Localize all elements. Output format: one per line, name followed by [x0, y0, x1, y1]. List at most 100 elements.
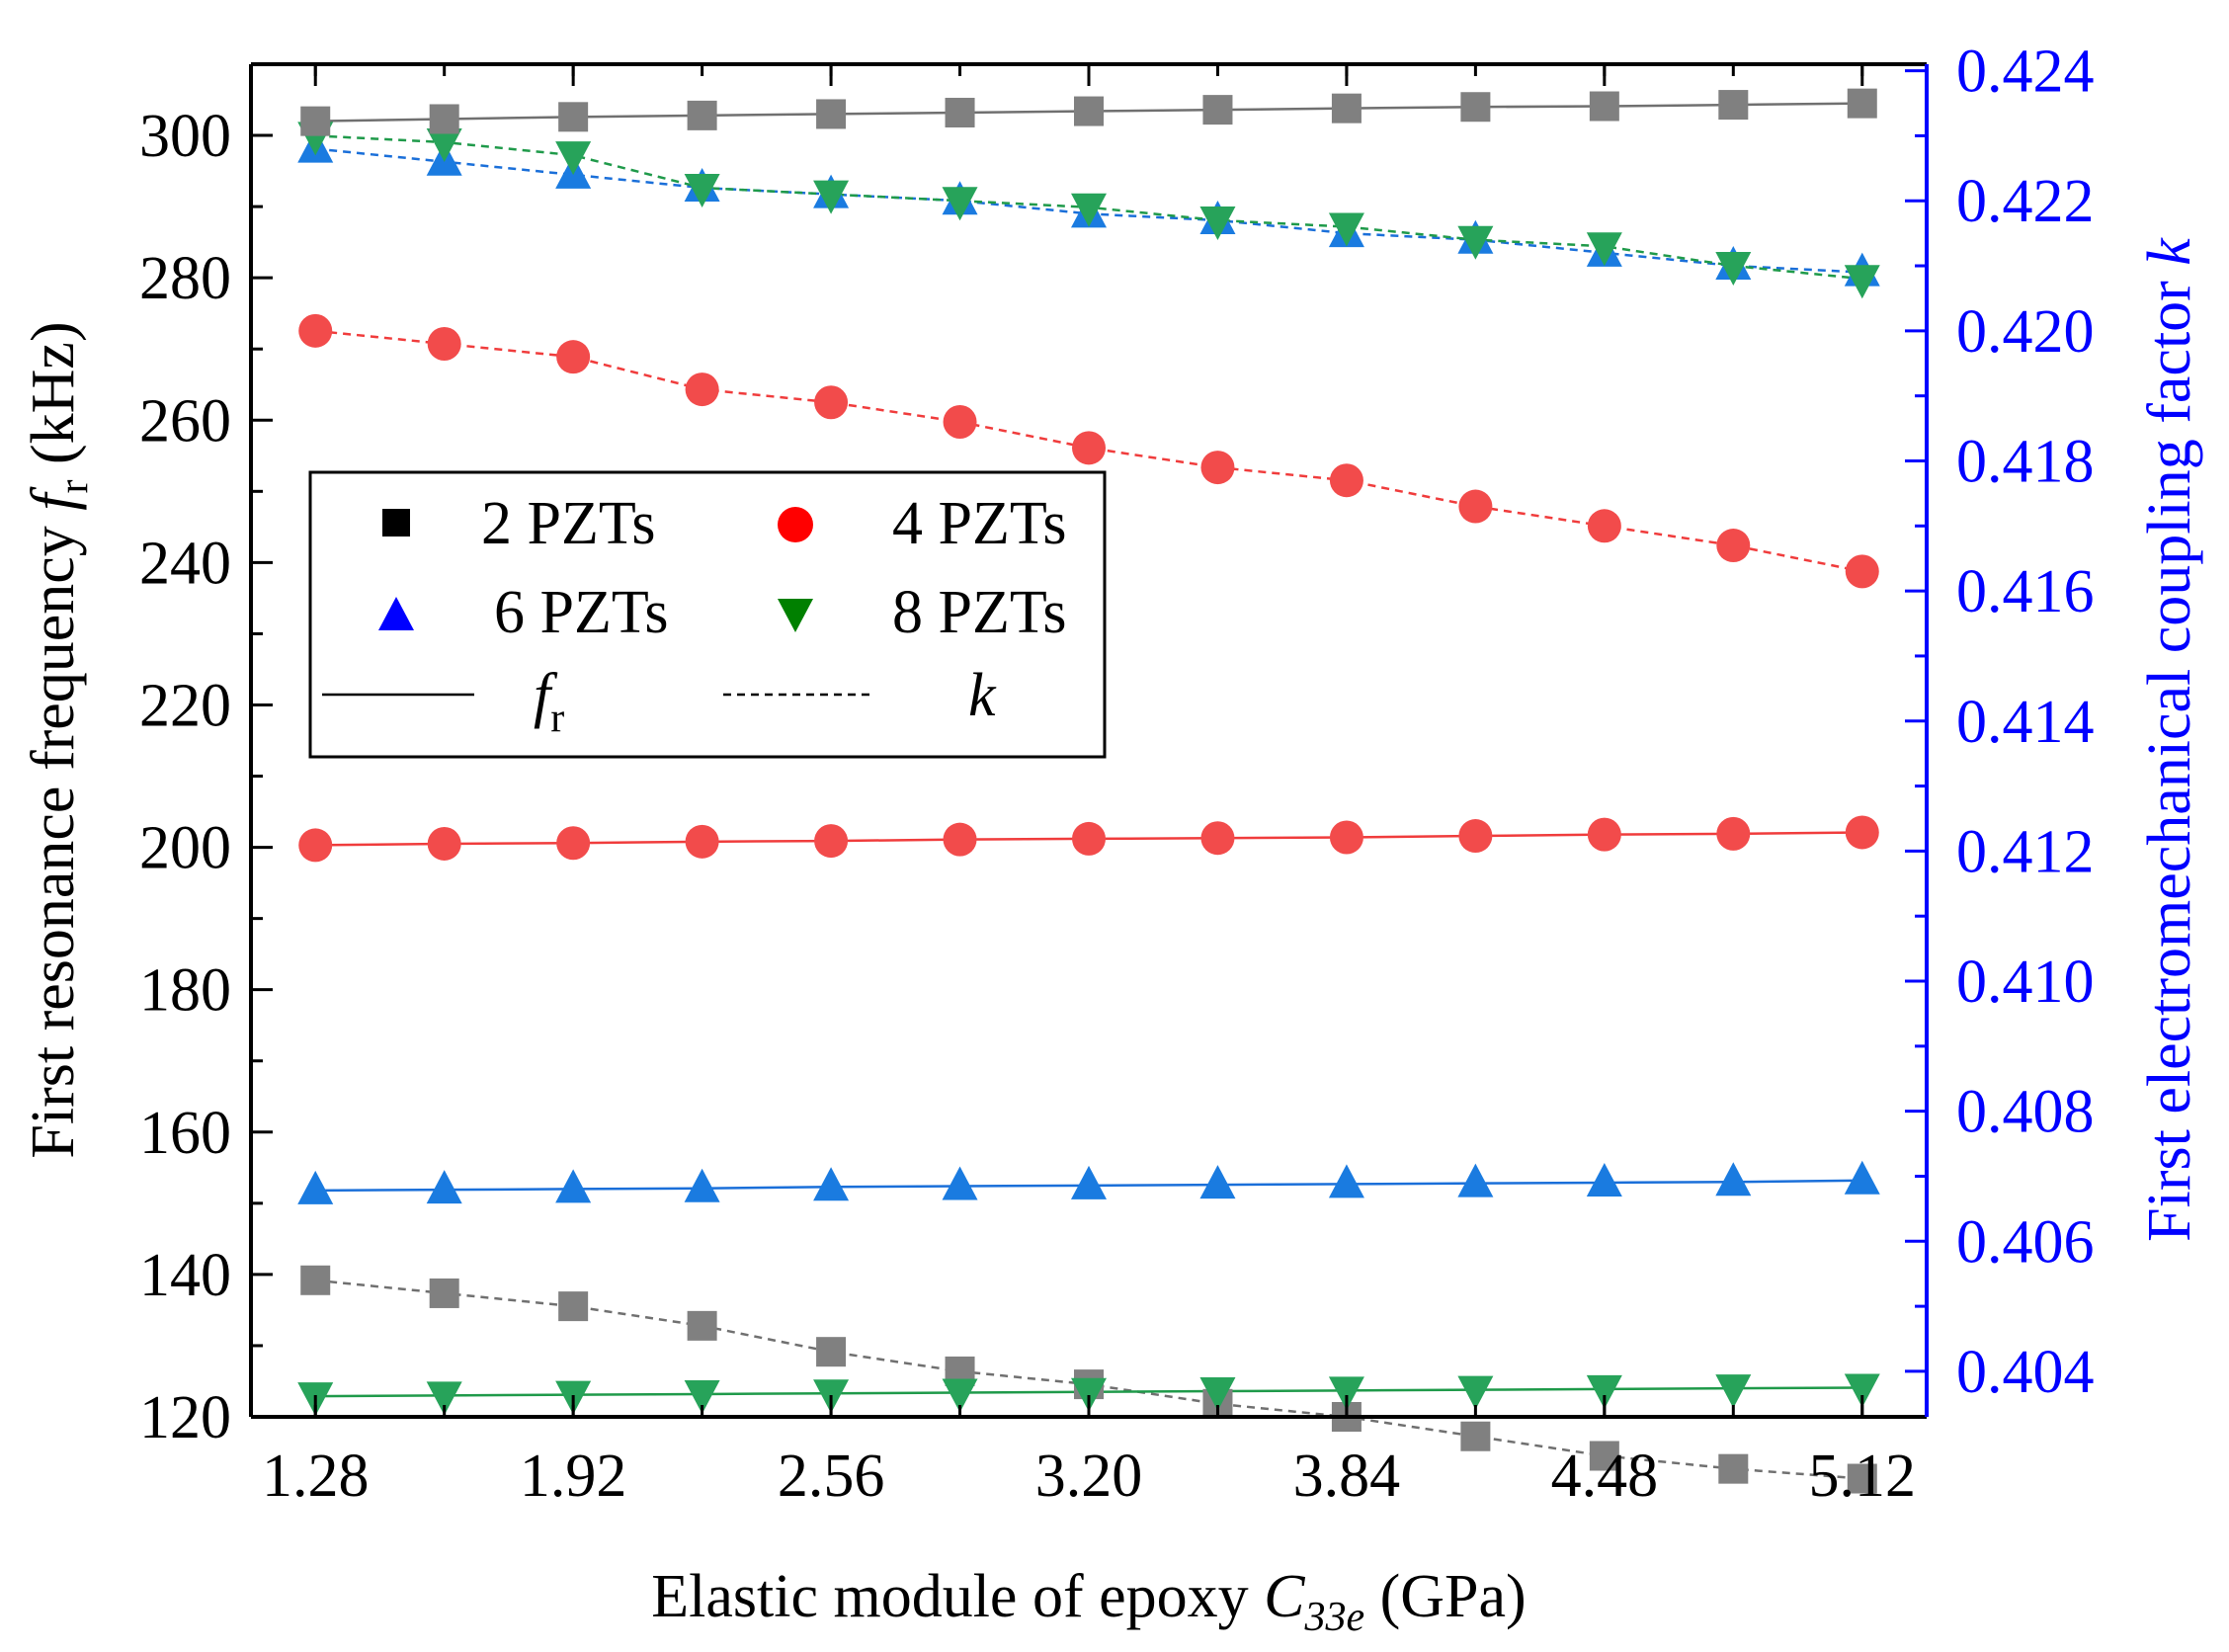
k-point-8-pzts — [684, 174, 720, 208]
k-point-4-pzts — [1200, 451, 1235, 485]
y-right-axis-title: First electromechanical coupling factor … — [2136, 237, 2203, 1242]
y-right-axis-title-main: First electromechanical coupling factor — [2136, 266, 2203, 1242]
fr-point-8-pzts — [1844, 1373, 1880, 1408]
k-point-4-pzts — [814, 385, 849, 420]
x-tick-label: 1.92 — [520, 1443, 627, 1510]
fr-point-8-pzts — [1071, 1377, 1107, 1412]
fr-point-8-pzts — [1586, 1374, 1622, 1409]
y-right-tick-label: 0.406 — [1956, 1208, 2095, 1276]
x-axis-title-var: C — [1264, 1563, 1305, 1630]
fr-point-2-pzts — [1074, 96, 1104, 126]
legend-label-2-pzts: 2 PZTs — [481, 490, 656, 557]
legend-box — [308, 470, 1107, 759]
fr-point-2-pzts — [300, 106, 331, 136]
k-point-4-pzts — [427, 327, 461, 362]
k-point-2-pzts — [1589, 1441, 1619, 1471]
fr-point-6-pzts — [297, 1170, 334, 1204]
y-left-tick-label: 300 — [139, 103, 231, 170]
markers-layer — [297, 88, 1880, 1494]
fr-point-4-pzts — [556, 826, 591, 861]
y-left-tick-label: 260 — [139, 387, 231, 454]
y-right-tick-label: 0.424 — [1956, 39, 2095, 106]
y-left-axis-title: First resonance frequency fr (kHz) — [20, 321, 97, 1158]
fr-point-8-pzts — [942, 1378, 978, 1413]
y-right-tick-label: 0.422 — [1956, 168, 2095, 235]
y-right-tick-label: 0.404 — [1956, 1339, 2095, 1406]
k-point-4-pzts — [556, 340, 591, 374]
y-left-tick-label: 180 — [139, 957, 231, 1025]
k-point-8-pzts — [1328, 212, 1364, 247]
k-point-8-pzts — [1586, 232, 1622, 267]
k-point-2-pzts — [1847, 1463, 1877, 1494]
x-tick-label: 5.12 — [1809, 1443, 1917, 1510]
fr-point-4-pzts — [814, 824, 849, 859]
fr-point-2-pzts — [429, 104, 459, 134]
k-point-4-pzts — [685, 372, 719, 407]
fr-point-6-pzts — [942, 1166, 978, 1200]
k-point-2-pzts — [558, 1291, 589, 1322]
fr-point-2-pzts — [1202, 95, 1233, 125]
fr-point-4-pzts — [685, 824, 719, 859]
y-right-tick-label: 0.408 — [1956, 1079, 2095, 1146]
k-point-2-pzts — [300, 1265, 331, 1295]
y-left-axis-title-main: First resonance frequency — [20, 511, 87, 1159]
k-point-8-pzts — [1844, 265, 1880, 299]
fr-point-6-pzts — [555, 1169, 592, 1203]
fr-point-8-pzts — [1328, 1376, 1364, 1411]
y-left-tick-label: 120 — [139, 1384, 231, 1451]
legend-marker-2-pzts — [382, 509, 410, 537]
legend-label-k: k — [968, 662, 997, 729]
fr-point-4-pzts — [1716, 816, 1751, 851]
y-left-tick-label: 160 — [139, 1100, 231, 1167]
k-point-8-pzts — [1071, 193, 1107, 227]
y-left-axis-title-sub: r — [51, 479, 97, 493]
k-point-2-pzts — [429, 1278, 459, 1308]
fr-point-2-pzts — [1718, 90, 1749, 121]
k-point-8-pzts — [555, 141, 592, 176]
k-point-2-pzts — [1718, 1453, 1749, 1484]
fr-point-4-pzts — [1458, 819, 1493, 854]
k-point-8-pzts — [426, 127, 462, 162]
fr-point-6-pzts — [1071, 1165, 1107, 1199]
fr-point-4-pzts — [298, 828, 333, 863]
k-point-8-pzts — [942, 187, 978, 221]
fr-point-4-pzts — [1072, 821, 1106, 856]
legend-label-fr: fr — [534, 662, 564, 741]
y-right-tick-label: 0.420 — [1956, 298, 2095, 366]
k-point-8-pzts — [1199, 206, 1236, 240]
k-point-4-pzts — [1587, 509, 1621, 543]
k-point-4-pzts — [1458, 489, 1493, 524]
fr-point-6-pzts — [684, 1168, 720, 1202]
fr-point-8-pzts — [426, 1381, 462, 1416]
y-left-tick-label: 240 — [139, 530, 231, 597]
fr-point-2-pzts — [558, 102, 589, 132]
y-right-tick-label: 0.418 — [1956, 428, 2095, 495]
k-point-8-pzts — [813, 180, 850, 214]
fr-point-6-pzts — [813, 1167, 850, 1201]
fr-point-6-pzts — [1586, 1162, 1622, 1197]
x-ticks: 1.28 1.92 2.56 3.20 3.84 4.48 5.12 — [262, 64, 1916, 1510]
fr-point-4-pzts — [943, 822, 977, 857]
fr-point-6-pzts — [426, 1170, 462, 1204]
x-tick-label: 1.28 — [262, 1443, 370, 1510]
fr-point-6-pzts — [1844, 1160, 1880, 1195]
y-right-axis-title-var: k — [2136, 237, 2203, 266]
k-point-4-pzts — [298, 313, 333, 348]
legend: 2 PZTs 4 PZTs 6 PZTs 8 PZTs fr k — [308, 470, 1107, 759]
k-point-2-pzts — [1460, 1421, 1491, 1451]
fr-point-6-pzts — [1457, 1163, 1494, 1198]
legend-marker-8-pzts — [778, 599, 813, 632]
fr-point-4-pzts — [1845, 815, 1879, 850]
y-left-tick-label: 140 — [139, 1242, 231, 1309]
legend-marker-6-pzts — [378, 597, 414, 630]
k-point-2-pzts — [816, 1337, 847, 1367]
y-left-axis-title-unit: (kHz) — [20, 321, 87, 479]
k-point-4-pzts — [1329, 463, 1363, 498]
fr-point-6-pzts — [1715, 1162, 1752, 1197]
legend-label-4-pzts: 4 PZTs — [892, 490, 1067, 557]
fr-point-4-pzts — [1200, 821, 1235, 856]
k-point-2-pzts — [687, 1310, 717, 1341]
k-point-8-pzts — [1715, 252, 1752, 287]
x-tick-label: 3.20 — [1035, 1443, 1143, 1510]
fr-point-8-pzts — [684, 1379, 720, 1414]
